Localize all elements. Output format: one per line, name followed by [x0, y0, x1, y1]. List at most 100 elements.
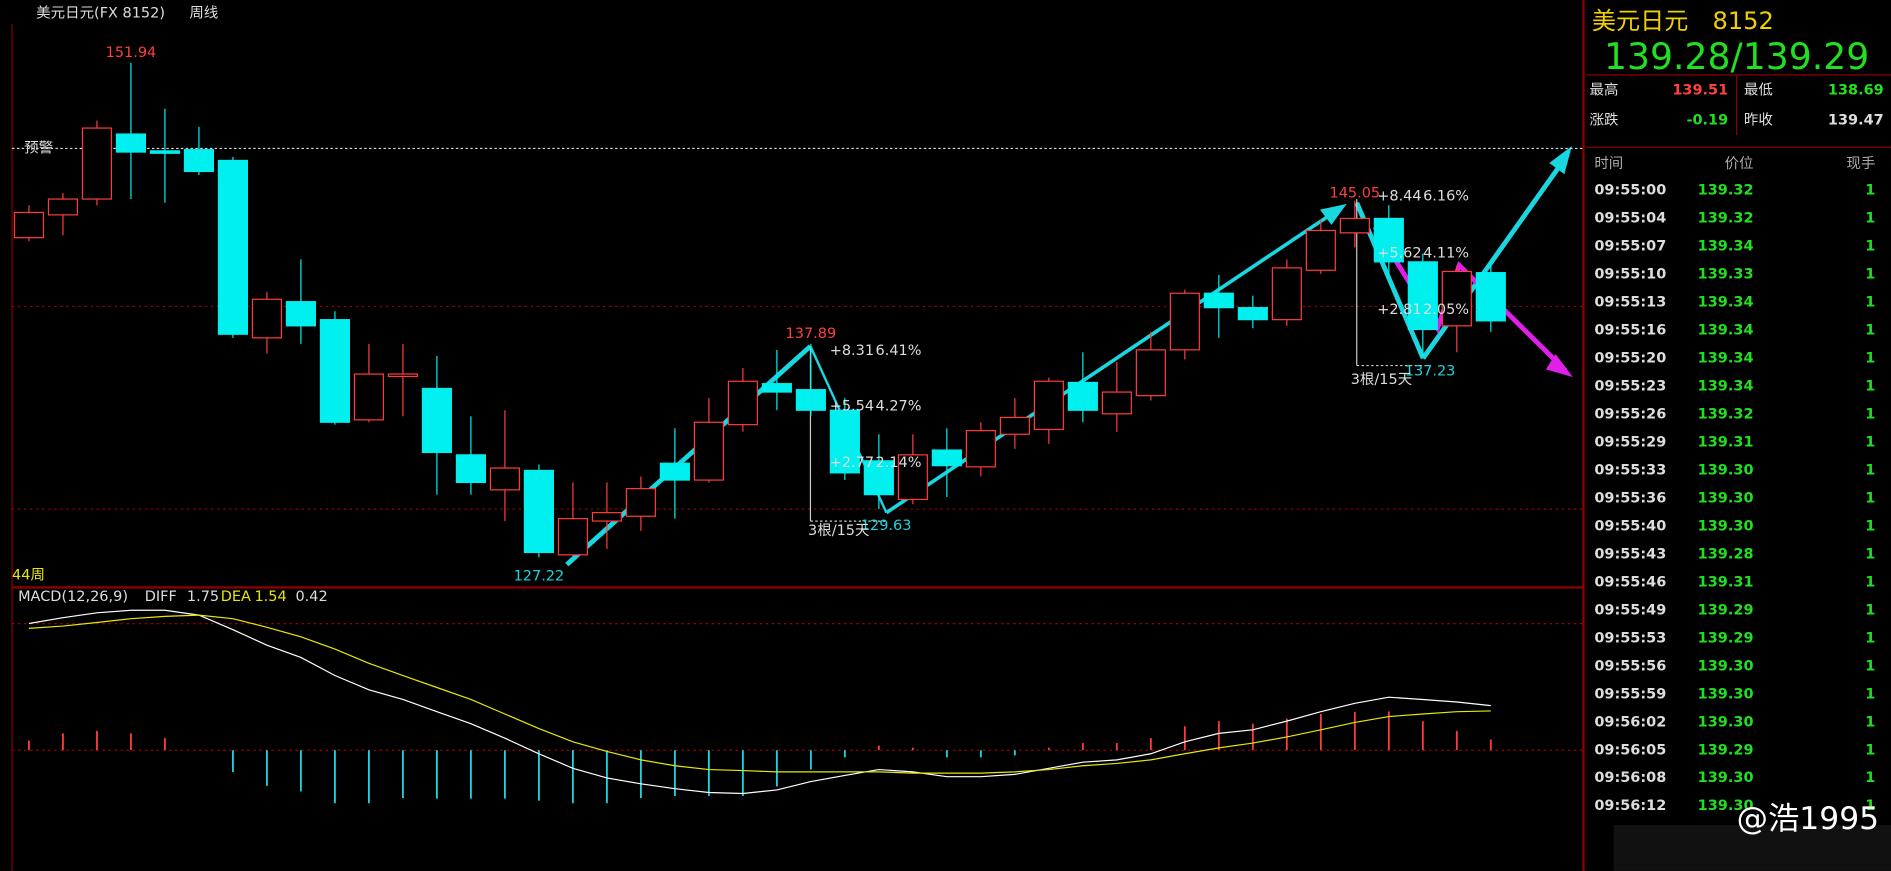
candle-body — [387, 373, 418, 378]
symbol[interactable]: 美元日元(FX 8152) — [36, 4, 165, 21]
measure-change: +5.54 — [830, 399, 874, 415]
measure-span: 3根/15天 — [1351, 371, 1412, 388]
trade-time: 09:55:23 — [1594, 379, 1666, 395]
quote-price: 139.28/139.29 — [1604, 35, 1869, 78]
column-header: 时间 — [1594, 155, 1623, 172]
trade-volume: 1 — [1865, 630, 1875, 646]
trade-time: 09:55:36 — [1594, 490, 1666, 506]
trade-volume: 1 — [1865, 658, 1875, 674]
trade-time: 09:55:43 — [1594, 546, 1666, 562]
trade-price: 139.28 — [1698, 546, 1754, 562]
column-header: 价位 — [1725, 155, 1754, 172]
trade-volume: 1 — [1865, 295, 1875, 311]
trade-time: 09:56:02 — [1594, 714, 1666, 730]
trade-price: 139.30 — [1698, 770, 1754, 786]
trade-time: 09:55:20 — [1594, 351, 1666, 367]
candle-body — [965, 430, 996, 468]
trade-time: 09:55:59 — [1594, 686, 1666, 702]
trade-price: 139.34 — [1698, 323, 1754, 339]
measure-percent: 2.14% — [876, 455, 922, 471]
trade-volume: 1 — [1865, 742, 1875, 758]
trade-time: 09:55:40 — [1594, 518, 1666, 534]
trade-price: 139.32 — [1698, 407, 1754, 423]
price-label: 137.23 — [1405, 364, 1456, 380]
trade-time: 09:55:29 — [1594, 434, 1666, 450]
candle-body — [489, 467, 520, 491]
trade-time: 09:55:49 — [1594, 602, 1666, 618]
candle-body — [1067, 381, 1098, 411]
quote-name: 美元日元 — [1592, 7, 1688, 35]
taskbar — [1613, 825, 1891, 871]
label: 最高 — [1590, 82, 1619, 99]
measure-change: +8.44 — [1377, 189, 1421, 205]
trade-volume: 1 — [1865, 462, 1875, 478]
measure-percent: 6.16% — [1423, 189, 1469, 205]
candle-body — [1135, 349, 1166, 397]
measure-percent: 4.27% — [876, 399, 922, 415]
trade-time: 09:55:13 — [1594, 295, 1666, 311]
trade-time: 09:55:56 — [1594, 658, 1666, 674]
trade-volume: 1 — [1865, 211, 1875, 227]
arrow-head — [1545, 354, 1573, 378]
trade-volume: 1 — [1865, 267, 1875, 283]
candle-body — [319, 319, 350, 423]
trade-volume: 1 — [1865, 323, 1875, 339]
trade-volume: 1 — [1865, 714, 1875, 730]
candle-body — [217, 159, 249, 335]
candle-body — [795, 389, 826, 411]
trade-price: 139.29 — [1698, 602, 1754, 618]
trade-volume: 1 — [1865, 379, 1875, 395]
measure-percent: 6.41% — [876, 343, 922, 359]
period-selector[interactable]: 周线 — [189, 4, 218, 21]
trade-price: 139.29 — [1698, 630, 1754, 646]
trade-time: 09:55:26 — [1594, 407, 1666, 423]
arrow-head — [1319, 203, 1347, 225]
trade-time: 09:55:46 — [1594, 574, 1666, 590]
trade-volume: 1 — [1865, 798, 1875, 814]
price-label: 127.22 — [514, 569, 565, 585]
trade-volume: 1 — [1865, 602, 1875, 618]
candle-body — [1033, 380, 1064, 431]
trade-time: 09:55:10 — [1594, 267, 1666, 283]
candle-body — [1407, 261, 1438, 331]
trade-price: 139.32 — [1698, 183, 1754, 199]
trade-time: 09:56:08 — [1594, 770, 1666, 786]
value: 139.47 — [1828, 113, 1884, 129]
column-header: 现手 — [1846, 155, 1875, 172]
candle-body — [285, 301, 316, 327]
trade-price: 139.34 — [1698, 295, 1754, 311]
trade-volume: 1 — [1865, 434, 1875, 450]
measure-span: 3根/15天 — [808, 522, 869, 539]
trade-time: 09:55:53 — [1594, 630, 1666, 646]
candle-body — [81, 127, 113, 200]
candle-body — [1373, 217, 1404, 263]
label: 昨收 — [1744, 112, 1773, 129]
candle-body — [931, 449, 962, 467]
trade-volume: 1 — [1865, 183, 1875, 199]
dea-value: 1.54 — [254, 589, 286, 605]
measure-percent: 2.05% — [1423, 302, 1469, 318]
candle-body — [1441, 270, 1472, 327]
trade-time: 09:55:04 — [1594, 211, 1666, 227]
trade-price: 139.30 — [1698, 714, 1754, 730]
trade-time: 09:55:00 — [1594, 183, 1666, 199]
candle-body — [659, 462, 690, 481]
candle-body — [13, 211, 45, 239]
trade-volume: 1 — [1865, 770, 1875, 786]
trade-time: 09:55:07 — [1594, 239, 1666, 255]
candle-body — [421, 387, 452, 454]
macd-title[interactable]: MACD(12,26,9) — [18, 589, 128, 605]
price-label: 137.89 — [786, 326, 837, 342]
price-label: 145.05 — [1330, 185, 1381, 201]
watermark: @浩1995 — [1737, 801, 1879, 837]
bar-count: 44周 — [12, 567, 45, 583]
candle-body — [1475, 272, 1506, 322]
price-label: 129.63 — [861, 518, 912, 534]
candle-body — [1169, 292, 1200, 351]
trade-volume: 1 — [1865, 518, 1875, 534]
trade-volume: 1 — [1865, 239, 1875, 255]
trade-time: 09:55:16 — [1594, 323, 1666, 339]
macd-line — [28, 609, 1491, 795]
